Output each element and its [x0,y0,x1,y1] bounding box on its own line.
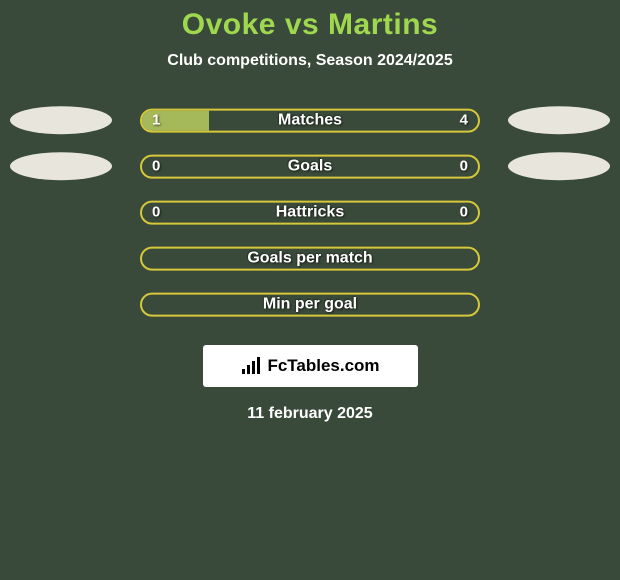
stat-label: Matches [142,111,478,131]
stat-row: Goals per match [0,238,620,284]
stat-value-right: 0 [450,203,478,223]
player-left-marker [10,152,112,180]
attribution-badge: FcTables.com [203,345,418,387]
stat-value-right: 0 [450,157,478,177]
stat-bar: Goals per match [140,247,480,271]
stat-label: Min per goal [142,295,478,315]
stat-bar: Hattricks0 0 [140,201,480,225]
player-right-marker [508,106,610,134]
player-right-marker [508,152,610,180]
stat-value-left: 0 [142,157,170,177]
stat-value-left: 0 [142,203,170,223]
stat-row: Matches1 4 [0,100,620,146]
stat-row: Goals0 0 [0,146,620,192]
page-title: Ovoke vs Martins [0,8,620,42]
stat-row: Hattricks0 0 [0,192,620,238]
stat-label: Hattricks [142,203,478,223]
stat-rows-container: Matches14Goals00Hattricks00Goals per mat… [0,100,620,330]
stat-label: Goals [142,157,478,177]
attribution-text: FcTables.com [267,356,379,376]
comparison-card: Ovoke vs Martins Club competitions, Seas… [0,0,620,580]
date-text: 11 february 2025 [0,405,620,423]
stat-label: Goals per match [142,249,478,269]
stat-bar: Goals0 0 [140,155,480,179]
player-left-marker [10,106,112,134]
stat-value-right: 4 [450,111,478,131]
attribution-logo-icon [240,357,262,375]
stat-row: Min per goal [0,284,620,330]
stat-bar: Min per goal [140,293,480,317]
stat-bar: Matches1 4 [140,109,480,133]
page-subtitle: Club competitions, Season 2024/2025 [0,52,620,70]
stat-value-left: 1 [142,111,170,131]
